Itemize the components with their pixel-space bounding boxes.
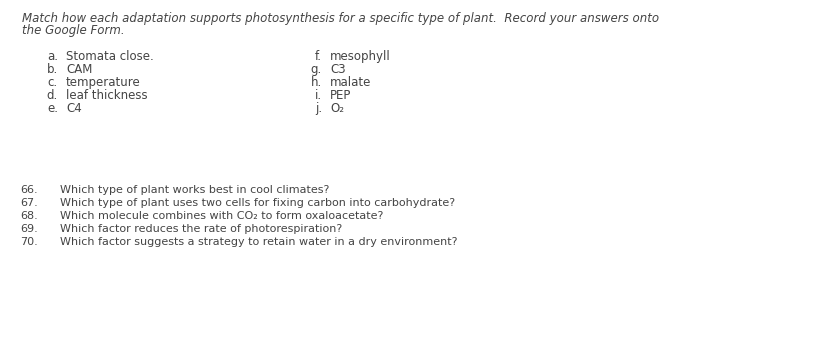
- Text: 67.: 67.: [20, 198, 38, 208]
- Text: CAM: CAM: [66, 63, 93, 76]
- Text: e.: e.: [47, 102, 58, 115]
- Text: Stomata close.: Stomata close.: [66, 50, 154, 63]
- Text: leaf thickness: leaf thickness: [66, 89, 147, 102]
- Text: Which factor suggests a strategy to retain water in a dry environment?: Which factor suggests a strategy to reta…: [60, 237, 457, 247]
- Text: Match how each adaptation supports photosynthesis for a specific type of plant. : Match how each adaptation supports photo…: [22, 12, 658, 25]
- Text: mesophyll: mesophyll: [330, 50, 390, 63]
- Text: temperature: temperature: [66, 76, 141, 89]
- Text: the Google Form.: the Google Form.: [22, 24, 125, 37]
- Text: Which molecule combines with CO₂ to form oxaloacetate?: Which molecule combines with CO₂ to form…: [60, 211, 383, 221]
- Text: 69.: 69.: [20, 224, 38, 234]
- Text: C4: C4: [66, 102, 82, 115]
- Text: Which factor reduces the rate of photorespiration?: Which factor reduces the rate of photore…: [60, 224, 342, 234]
- Text: 70.: 70.: [20, 237, 38, 247]
- Text: a.: a.: [47, 50, 58, 63]
- Text: g.: g.: [310, 63, 322, 76]
- Text: PEP: PEP: [330, 89, 351, 102]
- Text: j.: j.: [314, 102, 322, 115]
- Text: i.: i.: [314, 89, 322, 102]
- Text: C3: C3: [330, 63, 345, 76]
- Text: malate: malate: [330, 76, 371, 89]
- Text: d.: d.: [46, 89, 58, 102]
- Text: f.: f.: [314, 50, 322, 63]
- Text: O₂: O₂: [330, 102, 343, 115]
- Text: 68.: 68.: [20, 211, 38, 221]
- Text: b.: b.: [46, 63, 58, 76]
- Text: h.: h.: [310, 76, 322, 89]
- Text: Which type of plant works best in cool climates?: Which type of plant works best in cool c…: [60, 185, 329, 195]
- Text: c.: c.: [48, 76, 58, 89]
- Text: 66.: 66.: [21, 185, 38, 195]
- Text: Which type of plant uses two cells for fixing carbon into carbohydrate?: Which type of plant uses two cells for f…: [60, 198, 455, 208]
